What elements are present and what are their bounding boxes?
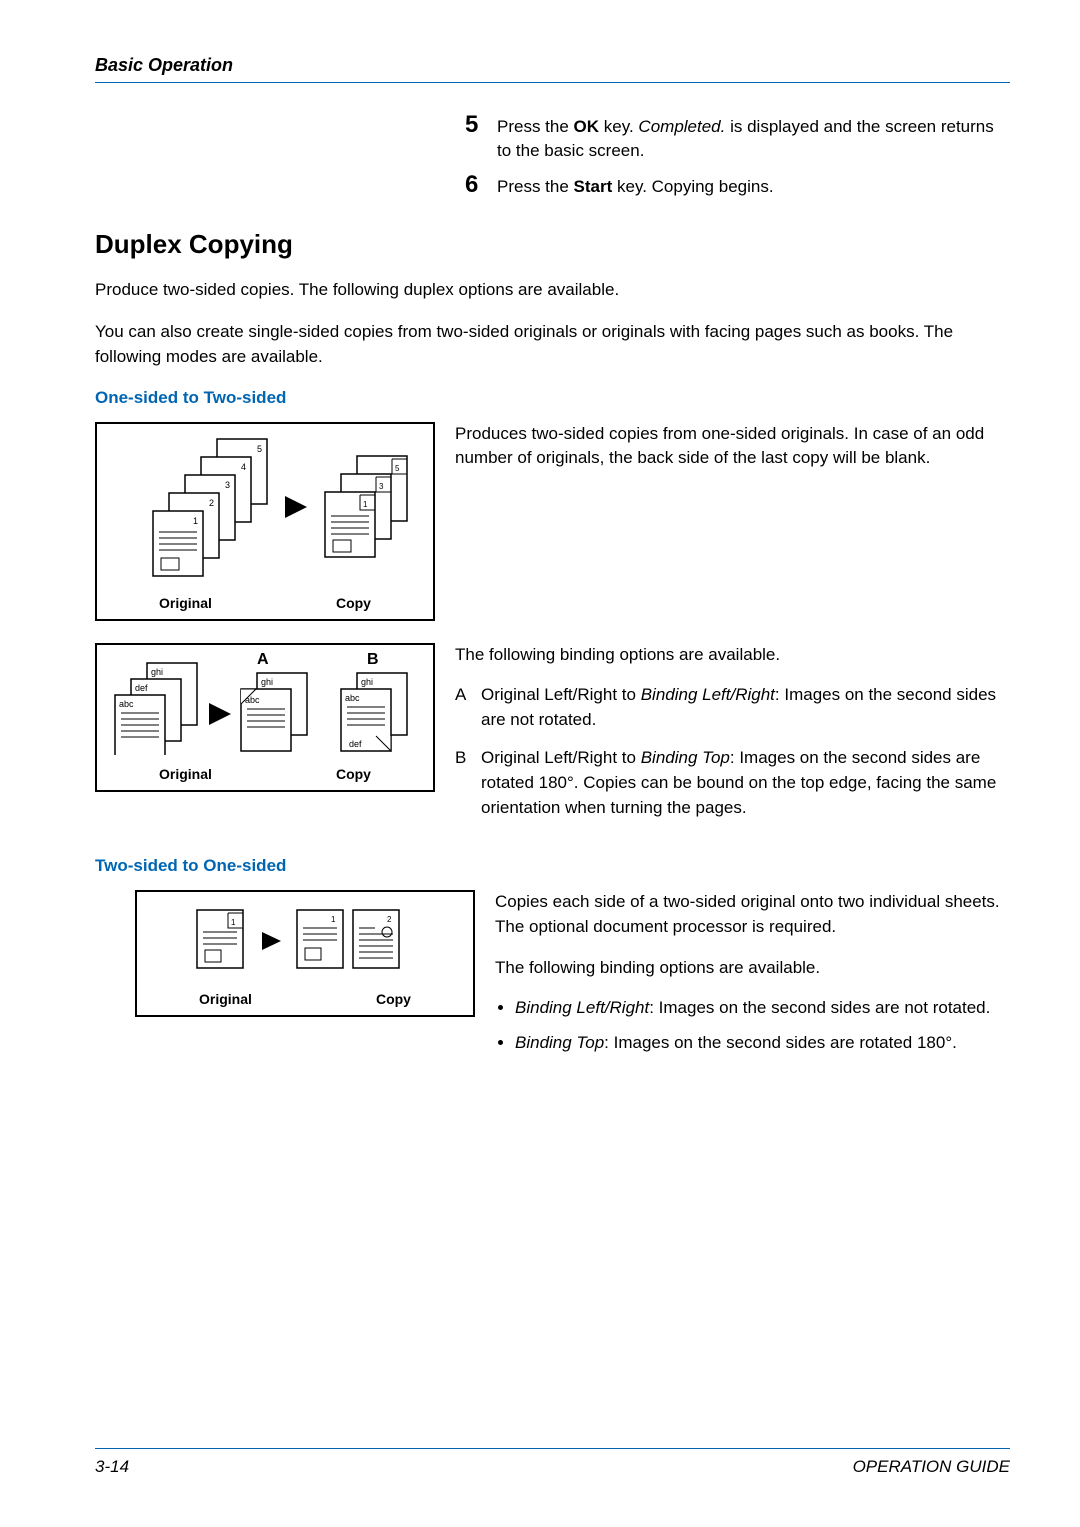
svg-text:5: 5: [257, 444, 262, 454]
guide-label: OPERATION GUIDE: [853, 1457, 1010, 1477]
svg-text:2: 2: [387, 915, 392, 924]
svg-text:ghi: ghi: [361, 677, 373, 687]
svg-text:4: 4: [241, 462, 246, 472]
bullet-1: Binding Left/Right: Images on the second…: [515, 996, 1010, 1021]
svg-text:ghi: ghi: [261, 677, 273, 687]
figure-2to1: 1 1 2 Original Copy: [135, 890, 475, 1017]
page-header: Basic Operation: [95, 55, 1010, 83]
svg-text:def: def: [349, 739, 362, 749]
svg-text:1: 1: [331, 915, 336, 924]
section1-options: The following binding options are availa…: [455, 643, 1010, 835]
page-footer: 3-14 OPERATION GUIDE: [95, 1448, 1010, 1477]
intro-1: Produce two-sided copies. The following …: [95, 278, 1010, 303]
header-title: Basic Operation: [95, 55, 233, 75]
fig-label-original: Original: [199, 991, 252, 1007]
diagram-binding-icon: ghi def abc ghi abc: [107, 655, 423, 755]
section1-desc: Produces two-sided copies from one-sided…: [455, 422, 1010, 487]
section2-heading: Two-sided to One-sided: [95, 856, 1010, 876]
section1-heading: One-sided to Two-sided: [95, 388, 1010, 408]
svg-text:1: 1: [363, 500, 368, 509]
section2-content: Copies each side of a two-sided original…: [495, 890, 1010, 1065]
section2-bullets: Binding Left/Right: Images on the second…: [495, 996, 1010, 1055]
diagram-stack-icon: 5 4 3 2 1: [107, 434, 423, 584]
svg-text:abc: abc: [345, 693, 360, 703]
label-a: A: [257, 651, 269, 669]
svg-text:abc: abc: [245, 695, 260, 705]
step-5: 5 Press the OK key. Completed. is displa…: [465, 111, 1010, 163]
figure-1to2-a: 5 4 3 2 1: [95, 422, 435, 621]
svg-text:2: 2: [209, 498, 214, 508]
svg-text:1: 1: [231, 918, 236, 927]
fig-label-original: Original: [159, 766, 212, 782]
svg-text:1: 1: [193, 516, 198, 526]
diagram-2to1-icon: 1 1 2: [147, 902, 443, 980]
intro-2: You can also create single-sided copies …: [95, 320, 1010, 369]
section1-row2: A B ghi def abc: [95, 643, 1010, 835]
section2-row: 1 1 2 Original Copy: [95, 890, 1010, 1065]
svg-text:ghi: ghi: [151, 667, 163, 677]
fig-label-original: Original: [159, 595, 212, 611]
page-number: 3-14: [95, 1457, 129, 1477]
figure-1to2-b: A B ghi def abc: [95, 643, 435, 792]
fig-label-copy: Copy: [336, 595, 371, 611]
fig-label-copy: Copy: [336, 766, 371, 782]
step-text: Press the Start key. Copying begins.: [497, 171, 774, 199]
main-heading: Duplex Copying: [95, 229, 1010, 260]
label-b: B: [367, 651, 379, 669]
option-a: A Original Left/Right to Binding Left/Ri…: [455, 683, 1010, 732]
bullet-2: Binding Top: Images on the second sides …: [515, 1031, 1010, 1056]
step-6: 6 Press the Start key. Copying begins.: [465, 171, 1010, 199]
fig-label-copy: Copy: [376, 991, 411, 1007]
svg-text:5: 5: [395, 464, 400, 473]
svg-text:def: def: [135, 683, 148, 693]
steps-block: 5 Press the OK key. Completed. is displa…: [465, 111, 1010, 199]
svg-text:3: 3: [225, 480, 230, 490]
step-number: 6: [465, 171, 497, 199]
step-number: 5: [465, 111, 497, 163]
step-text: Press the OK key. Completed. is displaye…: [497, 111, 1010, 163]
svg-text:abc: abc: [119, 699, 134, 709]
option-b: B Original Left/Right to Binding Top: Im…: [455, 746, 1010, 820]
svg-text:3: 3: [379, 482, 384, 491]
section1-row1: 5 4 3 2 1: [95, 422, 1010, 621]
